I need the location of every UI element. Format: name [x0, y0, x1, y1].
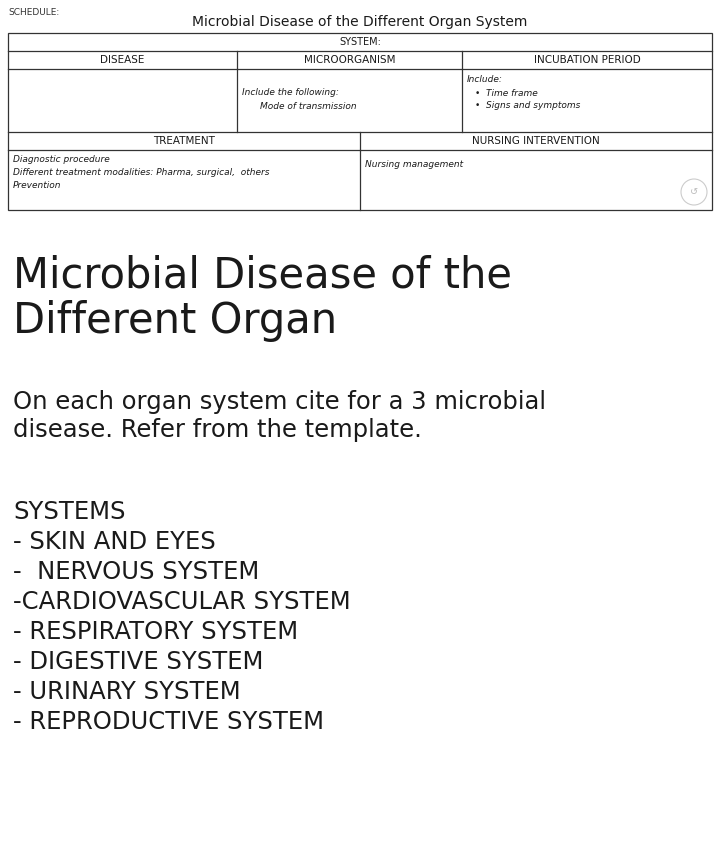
Text: Microbial Disease of the Different Organ System: Microbial Disease of the Different Organ…: [192, 15, 528, 29]
Text: DISEASE: DISEASE: [100, 55, 145, 65]
Text: SCHEDULE:: SCHEDULE:: [8, 8, 59, 17]
Text: Include:: Include:: [467, 75, 503, 84]
Text: On each organ system cite for a 3 microbial: On each organ system cite for a 3 microb…: [13, 390, 546, 414]
Text: -  NERVOUS SYSTEM: - NERVOUS SYSTEM: [13, 560, 259, 584]
Text: Different Organ: Different Organ: [13, 300, 337, 342]
Text: Prevention: Prevention: [13, 181, 61, 190]
Text: •  Time frame: • Time frame: [475, 89, 538, 98]
Text: INCUBATION PERIOD: INCUBATION PERIOD: [534, 55, 640, 65]
Text: - SKIN AND EYES: - SKIN AND EYES: [13, 530, 216, 554]
Text: •  Signs and symptoms: • Signs and symptoms: [475, 101, 580, 110]
Text: Mode of transmission: Mode of transmission: [260, 102, 356, 111]
Text: - DIGESTIVE SYSTEM: - DIGESTIVE SYSTEM: [13, 650, 264, 674]
Text: SYSTEMS: SYSTEMS: [13, 500, 125, 524]
Text: Nursing management: Nursing management: [365, 160, 463, 169]
Text: - REPRODUCTIVE SYSTEM: - REPRODUCTIVE SYSTEM: [13, 710, 324, 734]
Text: - URINARY SYSTEM: - URINARY SYSTEM: [13, 680, 240, 704]
Text: ↺: ↺: [690, 187, 698, 197]
Bar: [8, 33, 712, 210]
Text: MICROORGANISM: MICROORGANISM: [304, 55, 395, 65]
Text: Different treatment modalities: Pharma, surgical,  others: Different treatment modalities: Pharma, …: [13, 168, 269, 177]
Text: disease. Refer from the template.: disease. Refer from the template.: [13, 418, 422, 442]
Text: Include the following:: Include the following:: [242, 88, 338, 97]
Text: Diagnostic procedure: Diagnostic procedure: [13, 155, 109, 164]
Text: NURSING INTERVENTION: NURSING INTERVENTION: [472, 136, 600, 146]
Text: TREATMENT: TREATMENT: [153, 136, 215, 146]
Text: SYSTEM:: SYSTEM:: [339, 37, 381, 47]
Text: Microbial Disease of the: Microbial Disease of the: [13, 255, 512, 297]
Text: - RESPIRATORY SYSTEM: - RESPIRATORY SYSTEM: [13, 620, 298, 644]
Text: -CARDIOVASCULAR SYSTEM: -CARDIOVASCULAR SYSTEM: [13, 590, 351, 614]
